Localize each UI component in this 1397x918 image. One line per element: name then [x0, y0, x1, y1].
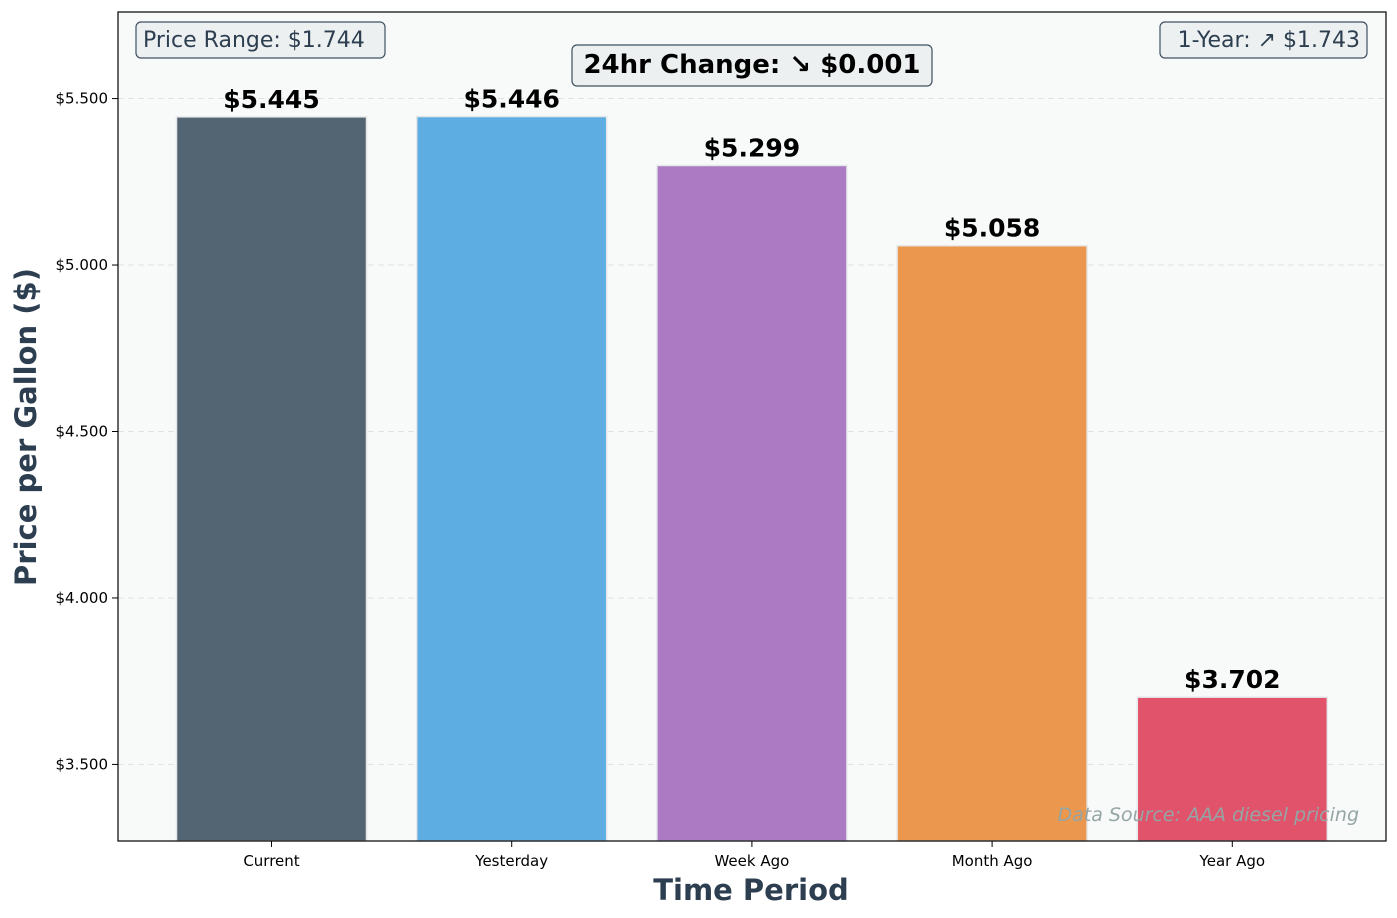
- bar: [896, 244, 1088, 842]
- bars: [175, 115, 1329, 842]
- y-tick-label: $4.500: [56, 422, 109, 440]
- price-range-box: Price Range: $1.744: [135, 21, 386, 59]
- bar: [175, 116, 368, 842]
- one-year-text: 1-Year: ↗ $1.743: [1178, 28, 1360, 53]
- y-tick-label: $5.500: [56, 90, 109, 108]
- change-24hr-box: 24hr Change: ↘ $0.001: [571, 44, 933, 87]
- y-tick-label: $5.000: [56, 256, 109, 274]
- y-tick-label: $3.500: [56, 755, 109, 773]
- bar: [1136, 696, 1329, 842]
- y-axis-title: Price per Gallon ($): [9, 268, 43, 586]
- bar-value-label: $5.299: [704, 133, 800, 162]
- y-tick-label: $4.000: [56, 589, 109, 607]
- x-tick-label: Year Ago: [1199, 852, 1266, 870]
- y-axis: $3.500 $4.000 $4.500 $5.000 $5.500: [56, 90, 118, 773]
- x-tick-label: Month Ago: [952, 852, 1033, 870]
- x-axis-title: Time Period: [653, 873, 849, 907]
- change-24hr-text: 24hr Change: ↘ $0.001: [583, 50, 920, 80]
- bar-value-label: $5.446: [463, 85, 559, 114]
- bar: [415, 115, 608, 842]
- x-tick-label: Current: [243, 852, 299, 870]
- bar: [656, 164, 848, 842]
- x-tick-label: Week Ago: [714, 852, 789, 870]
- data-source-note: Data Source: AAA diesel pricing: [1058, 804, 1359, 826]
- value-labels: $5.445 $5.446 $5.299 $5.058 $3.702: [223, 85, 1280, 695]
- price-range-text: Price Range: $1.744: [143, 28, 365, 53]
- x-axis: Current Yesterday Week Ago Month Ago Year Ag…: [243, 841, 1265, 870]
- bar-value-label: $5.058: [944, 214, 1040, 243]
- one-year-box: 1-Year: ↗ $1.743: [1159, 21, 1368, 59]
- bar-value-label: $3.702: [1184, 665, 1280, 694]
- bar-value-label: $5.445: [223, 85, 319, 114]
- x-tick-label: Yesterday: [474, 852, 548, 870]
